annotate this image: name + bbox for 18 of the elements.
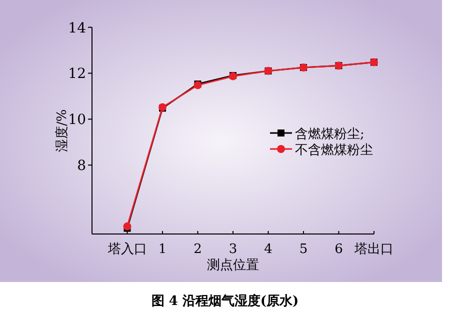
x-tick-label: 1 xyxy=(158,242,167,257)
x-tick-label: 4 xyxy=(264,242,272,257)
y-tick-label: 10 xyxy=(68,112,86,128)
x-tick-label: 2 xyxy=(194,242,202,257)
point xyxy=(123,222,132,230)
legend-label: 含燃煤粉尘; xyxy=(295,127,364,142)
y-tick-label: 12 xyxy=(68,66,86,82)
x-tick-label: 3 xyxy=(228,242,238,257)
text: 图 4 沿程烟气湿度(原水) xyxy=(151,293,299,309)
y-axis-title: 湿度/% xyxy=(54,109,70,152)
x-tick-label: 塔入口 xyxy=(106,242,147,257)
legend-label: 不含燃煤粉尘 xyxy=(295,143,373,158)
x-tick-label: 5 xyxy=(299,242,308,257)
x-axis-title: 测点位置 xyxy=(207,258,259,273)
x-tick-label: 6 xyxy=(334,242,343,257)
y-tick-label: 14 xyxy=(68,20,86,36)
x-tick-label: 塔出口 xyxy=(354,242,394,257)
y-tick-label: 8 xyxy=(77,158,86,174)
